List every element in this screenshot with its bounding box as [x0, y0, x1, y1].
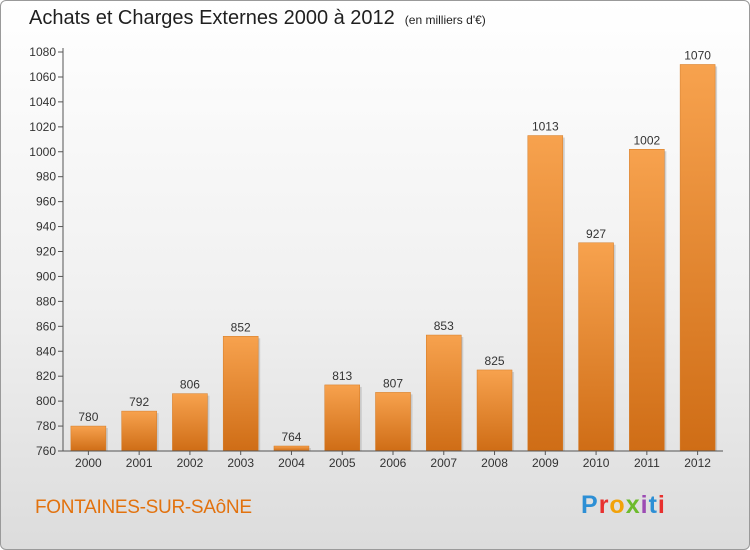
bar-2005: [324, 384, 360, 452]
y-tick-label: 1020: [29, 120, 56, 134]
y-tick-label: 780: [36, 419, 56, 433]
y-tick-label: 760: [36, 444, 56, 458]
bar-2004: [273, 445, 310, 452]
data-label-2012: 1070: [684, 48, 711, 62]
data-label-2004: 764: [281, 430, 301, 444]
x-tick-label-2009: 2009: [532, 456, 559, 470]
y-tick-label: 1000: [29, 145, 56, 159]
bar-2000: [70, 425, 107, 452]
data-label-2006: 807: [383, 376, 403, 390]
data-label-2005: 813: [332, 369, 352, 383]
y-tick-label: 1040: [29, 95, 56, 109]
x-tick-label-2004: 2004: [278, 456, 305, 470]
data-label-2007: 853: [434, 319, 454, 333]
y-tick-label: 900: [36, 269, 56, 283]
bar-2010: [578, 242, 614, 452]
x-tick-label-2001: 2001: [126, 456, 153, 470]
x-tick-label-2006: 2006: [380, 456, 407, 470]
data-label-2002: 806: [180, 378, 200, 392]
data-label-2009: 1013: [532, 120, 559, 134]
city-name: FONTAINES-SUR-SAôNE: [35, 497, 252, 518]
x-tick-label-2005: 2005: [329, 456, 356, 470]
y-axis: 760 780 800 820 840 860 880 900 920 940 960 980 1000…: [29, 45, 64, 458]
data-label-2003: 852: [231, 320, 251, 334]
y-tick-label: 800: [36, 394, 56, 408]
chart-unit: (en milliers d'€): [404, 13, 486, 27]
data-label-2011: 1002: [633, 133, 660, 147]
x-tick-label-2002: 2002: [177, 456, 204, 470]
bar-2008: [476, 369, 513, 452]
x-tick-label-2012: 2012: [684, 456, 711, 470]
y-tick-label: 840: [36, 344, 56, 358]
y-tick-label: 1060: [29, 70, 56, 84]
bar-2006: [375, 392, 411, 452]
x-tick-label-2007: 2007: [430, 456, 457, 470]
y-tick-label: 960: [36, 195, 56, 209]
x-tick-label-2000: 2000: [75, 456, 102, 470]
y-tick-label: 980: [36, 170, 56, 184]
bar-2012: [679, 64, 716, 452]
data-label-2008: 825: [485, 354, 505, 368]
x-tick-label-2010: 2010: [583, 456, 610, 470]
bar-2007: [426, 334, 462, 452]
y-tick-label: 880: [36, 294, 56, 308]
data-label-2010: 927: [586, 227, 606, 241]
y-tick-label: 860: [36, 319, 56, 333]
x-tick-label-2011: 2011: [634, 456, 660, 470]
chart-title: Achats et Charges Externes 2000 à 2012 (e…: [29, 7, 486, 30]
data-label-2001: 792: [129, 395, 149, 409]
proxiti-logo: Proxiti: [581, 491, 666, 519]
bar-2011: [629, 149, 665, 452]
bar-2002: [172, 393, 208, 452]
y-tick-label: 1080: [29, 45, 56, 59]
x-tick-label-2003: 2003: [227, 456, 254, 470]
bar-2003: [222, 336, 259, 452]
bar-2009: [527, 135, 564, 452]
data-label-2000: 780: [78, 410, 98, 424]
y-tick-label: 820: [36, 369, 56, 383]
y-tick-label: 920: [36, 245, 56, 259]
bar-2001: [121, 410, 157, 452]
bars: 780 792 806 852 764 813 807 853 825 1013 927 1002 10…: [70, 48, 718, 452]
x-axis: 2000 2001 2002 2003 2004 2005 2006 2007 2008 2009…: [63, 450, 723, 470]
x-tick-label-2008: 2008: [481, 456, 508, 470]
chart-title-text: Achats et Charges Externes 2000 à 2012: [29, 7, 395, 29]
y-tick-label: 940: [36, 220, 56, 234]
